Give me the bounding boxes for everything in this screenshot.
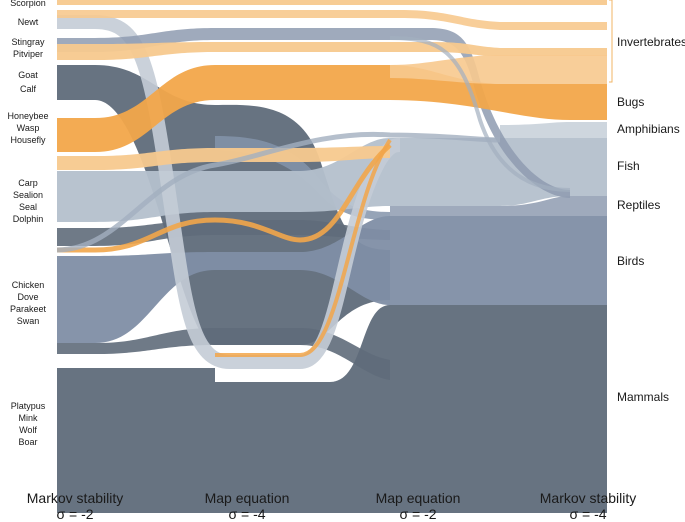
flow-birds bbox=[57, 216, 607, 343]
node-label-boar: Boar bbox=[18, 437, 37, 447]
axis-markov-4: Markov stability σ = -4 bbox=[518, 490, 658, 522]
node-label-chicken: Chicken bbox=[12, 280, 45, 290]
node-label-honeybee: Honeybee bbox=[7, 111, 48, 121]
flow-housefly bbox=[57, 146, 390, 170]
axis-sigma: σ = -4 bbox=[569, 506, 607, 522]
node-label-dolphin: Dolphin bbox=[13, 214, 44, 224]
flows bbox=[56, 0, 607, 513]
node-label-wolf: Wolf bbox=[19, 425, 37, 435]
flow-fish bbox=[57, 138, 607, 222]
flow-invert-top bbox=[57, 10, 607, 30]
group-label-fish: Fish bbox=[617, 159, 640, 173]
node-label-goat: Goat bbox=[18, 70, 38, 80]
axis-title: Map equation bbox=[375, 490, 461, 506]
flow-orange-loop bbox=[215, 138, 392, 357]
group-label-invertebrates: Invertebrates bbox=[617, 35, 685, 49]
node-label-housefly: Housefly bbox=[10, 135, 46, 145]
node-label-dove: Dove bbox=[17, 292, 38, 302]
node-label-sealion: Sealion bbox=[13, 190, 43, 200]
flow-scorpion bbox=[57, 0, 607, 5]
axis-mapeq-4: Map equation σ = -4 bbox=[177, 490, 317, 522]
flow-reptiles bbox=[390, 196, 607, 216]
node-label-newt: Newt bbox=[18, 17, 39, 27]
group-label-amphibians: Amphibians bbox=[617, 122, 680, 136]
node-label-wasp: Wasp bbox=[17, 123, 40, 133]
flow-swan-band bbox=[57, 328, 390, 380]
node-label-calf: Calf bbox=[20, 84, 37, 94]
group-label-birds: Birds bbox=[617, 254, 644, 268]
node-label-parakeet: Parakeet bbox=[10, 304, 47, 314]
node-label-platypus: Platypus bbox=[11, 401, 46, 411]
axis-title: Markov stability bbox=[539, 490, 637, 506]
node-label-scorpion: Scorpion bbox=[10, 0, 46, 8]
node-label-stingray: Stingray bbox=[11, 37, 45, 47]
axis-markov-2: Markov stability σ = -2 bbox=[5, 490, 145, 522]
flow-grey-curve bbox=[56, 131, 501, 253]
axis-sigma: σ = -4 bbox=[228, 506, 266, 522]
node-label-mink: Mink bbox=[18, 413, 38, 423]
invertebrates-bracket bbox=[609, 0, 613, 83]
node-label-pitviper: Pitviper bbox=[13, 49, 43, 59]
flow-invertebrates-main bbox=[390, 55, 607, 84]
group-label-mammals: Mammals bbox=[617, 390, 669, 404]
flow-pitviper-orange bbox=[57, 42, 607, 60]
axis-sigma: σ = -2 bbox=[399, 506, 437, 522]
axis-sigma: σ = -2 bbox=[56, 506, 94, 522]
group-label-bugs: Bugs bbox=[617, 95, 644, 109]
axis-title: Map equation bbox=[204, 490, 290, 506]
axis-title: Markov stability bbox=[26, 490, 124, 506]
node-label-swan: Swan bbox=[17, 316, 40, 326]
flow-grey-curve-2 bbox=[389, 36, 571, 192]
right-labels: Invertebrates Bugs Amphibians Fish Reptiles B… bbox=[617, 35, 685, 404]
node-label-seal: Seal bbox=[19, 202, 37, 212]
node-label-carp: Carp bbox=[18, 178, 38, 188]
flow-amphibians bbox=[500, 122, 607, 138]
flow-orange-thin bbox=[57, 143, 392, 253]
flow-mammals-main bbox=[57, 305, 607, 513]
group-label-reptiles: Reptiles bbox=[617, 198, 660, 212]
left-labels: Scorpion Newt Stingray Pitviper Goat Calf Hone… bbox=[7, 0, 48, 447]
axis-mapeq-2: Map equation σ = -2 bbox=[348, 490, 488, 522]
